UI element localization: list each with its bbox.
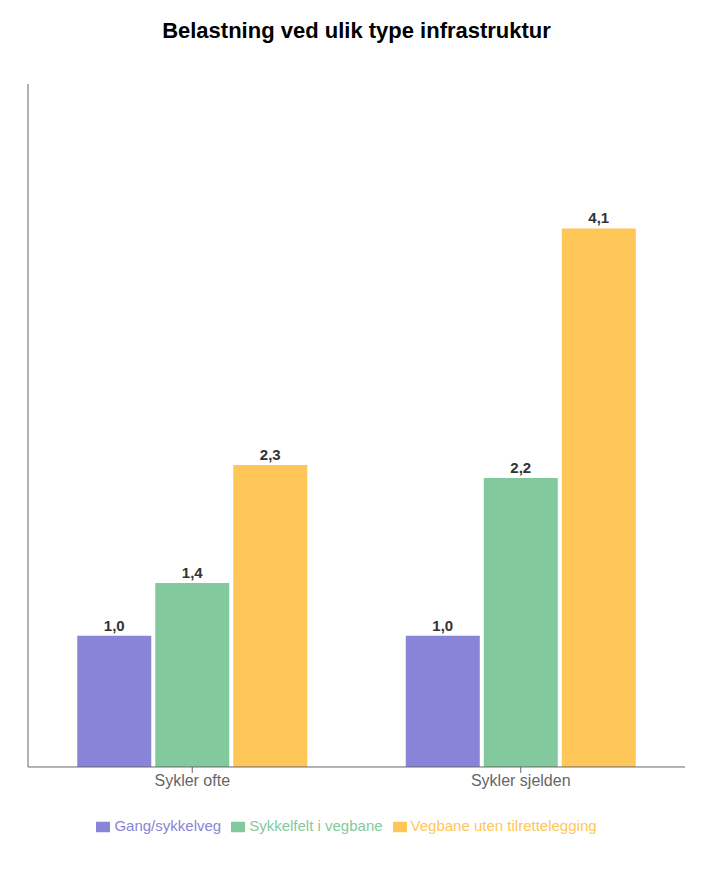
svg-text:2,3: 2,3 bbox=[260, 446, 281, 463]
svg-text:Sykler sjelden: Sykler sjelden bbox=[471, 772, 571, 789]
svg-text:1,0: 1,0 bbox=[432, 617, 453, 634]
svg-text:1,4: 1,4 bbox=[182, 564, 204, 581]
svg-text:2,2: 2,2 bbox=[510, 459, 531, 476]
html-text:Sykkelfelt i vegbane: Sykkelfelt i vegbane bbox=[249, 817, 383, 834]
svg-text:Sykler ofte: Sykler ofte bbox=[154, 772, 230, 789]
svg-text:4,1: 4,1 bbox=[588, 209, 609, 226]
svg-text:1,0: 1,0 bbox=[104, 617, 125, 634]
html-text:Vegbane uten tilrettelegging: Vegbane uten tilrettelegging bbox=[410, 817, 597, 834]
html-text:Belastning ved ulik type infra: Belastning ved ulik type infrastruktur bbox=[162, 18, 551, 43]
html-text:Gang/sykkelveg: Gang/sykkelveg bbox=[114, 817, 222, 834]
